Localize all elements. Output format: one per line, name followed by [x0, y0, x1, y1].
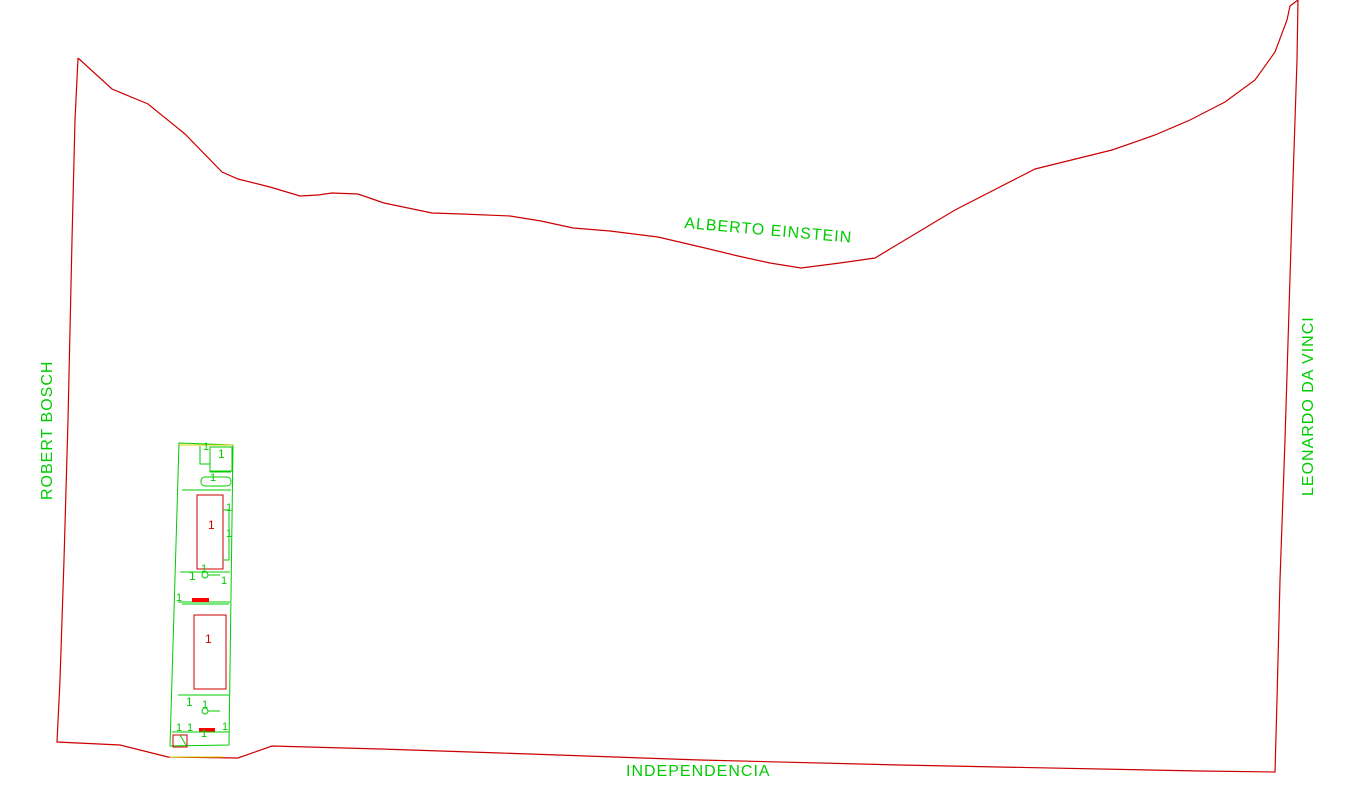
label-3: 1 — [210, 472, 216, 484]
label-13: 1 — [202, 699, 208, 711]
label-1: 1 — [203, 441, 209, 453]
label-17: 1 — [222, 721, 228, 733]
label-8: 1 — [201, 563, 207, 575]
label-9: 1 — [221, 575, 227, 587]
label-14: 1 — [176, 722, 182, 734]
label-6: 1 — [226, 528, 232, 540]
room-lower — [193, 614, 227, 690]
street-label-right: LEONARDO DA VINCI — [1300, 316, 1317, 496]
street-label-top: ALBERTO EINSTEIN — [684, 215, 853, 247]
street-label-bottom: INDEPENDENCIA — [626, 763, 771, 780]
label-7: 1 — [189, 569, 196, 583]
label-15: 1 — [187, 722, 193, 734]
building-outline — [169, 442, 234, 747]
label-16: 1 — [201, 728, 207, 740]
label-11: 1 — [205, 632, 212, 646]
label-5: 1 — [208, 518, 215, 532]
label-10: 1 — [176, 592, 182, 604]
room-upper — [196, 494, 224, 570]
red-marker-upper — [192, 598, 209, 602]
building-footprint: 1 1 1 1 1 1 1 1 1 1 1 1 1 1 1 1 1 — [169, 441, 234, 758]
red-marker-lower — [199, 728, 215, 732]
lot-boundary — [56, 0, 1299, 773]
label-2: 1 — [218, 447, 225, 461]
label-4: 1 — [226, 502, 232, 514]
street-label-left: ROBERT BOSCH — [39, 361, 56, 500]
label-12: 1 — [186, 695, 193, 709]
